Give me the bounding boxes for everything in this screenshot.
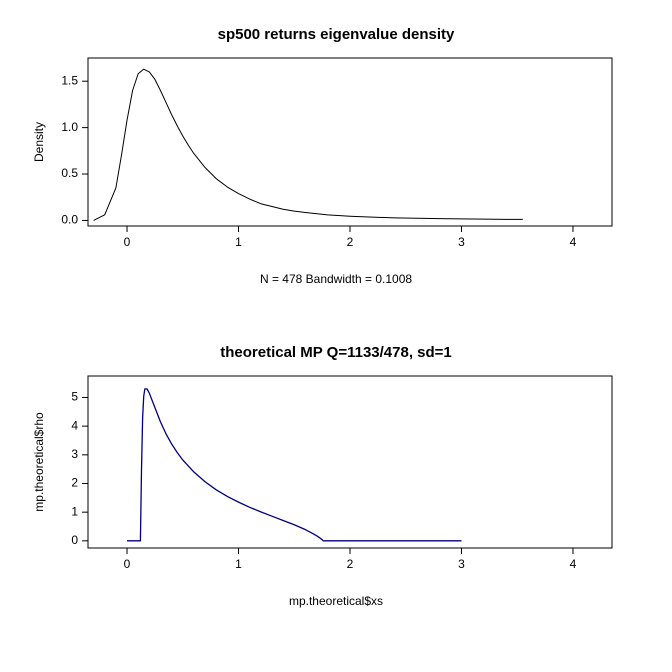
x-tick-label: 3 bbox=[458, 557, 465, 571]
y-tick-label: 1.0 bbox=[61, 120, 78, 134]
panel2-plot: 0 1 2 3 4 0 1 2 3 4 5 bbox=[48, 336, 652, 588]
series-line bbox=[94, 69, 523, 220]
series-line bbox=[127, 389, 461, 541]
y-tick-label: 0.0 bbox=[61, 213, 78, 227]
y-tick-label: 1.5 bbox=[61, 73, 78, 87]
plot-border bbox=[88, 58, 612, 226]
y-tick-label: 0 bbox=[71, 533, 78, 547]
x-tick-label: 4 bbox=[570, 557, 577, 571]
y-tick-label: 5 bbox=[71, 390, 78, 404]
y-tick-label: 3 bbox=[71, 447, 78, 461]
x-tick-label: 2 bbox=[347, 235, 354, 249]
x-tick-label: 4 bbox=[570, 235, 577, 249]
panel1-plot: 0 1 2 3 4 0.0 0.5 1.0 1.5 bbox=[48, 18, 652, 266]
x-tick-label: 3 bbox=[458, 235, 465, 249]
x-tick-label: 2 bbox=[347, 557, 354, 571]
panel1-ylabel: Density bbox=[32, 58, 46, 226]
figure: sp500 returns eigenvalue density Density… bbox=[0, 0, 672, 672]
x-tick-label: 1 bbox=[235, 235, 242, 249]
y-tick-label: 4 bbox=[71, 418, 78, 432]
y-tick-label: 1 bbox=[71, 504, 78, 518]
panel2-ylabel: mp.theoretical$rho bbox=[32, 376, 46, 548]
x-tick-label: 0 bbox=[124, 235, 131, 249]
panel2-xlabel: mp.theoretical$xs bbox=[0, 594, 672, 608]
x-tick-label: 1 bbox=[235, 557, 242, 571]
x-tick-label: 0 bbox=[124, 557, 131, 571]
panel1-xlabel: N = 478 Bandwidth = 0.1008 bbox=[0, 272, 672, 286]
plot-border bbox=[88, 376, 612, 548]
y-tick-label: 0.5 bbox=[61, 166, 78, 180]
y-tick-label: 2 bbox=[71, 476, 78, 490]
